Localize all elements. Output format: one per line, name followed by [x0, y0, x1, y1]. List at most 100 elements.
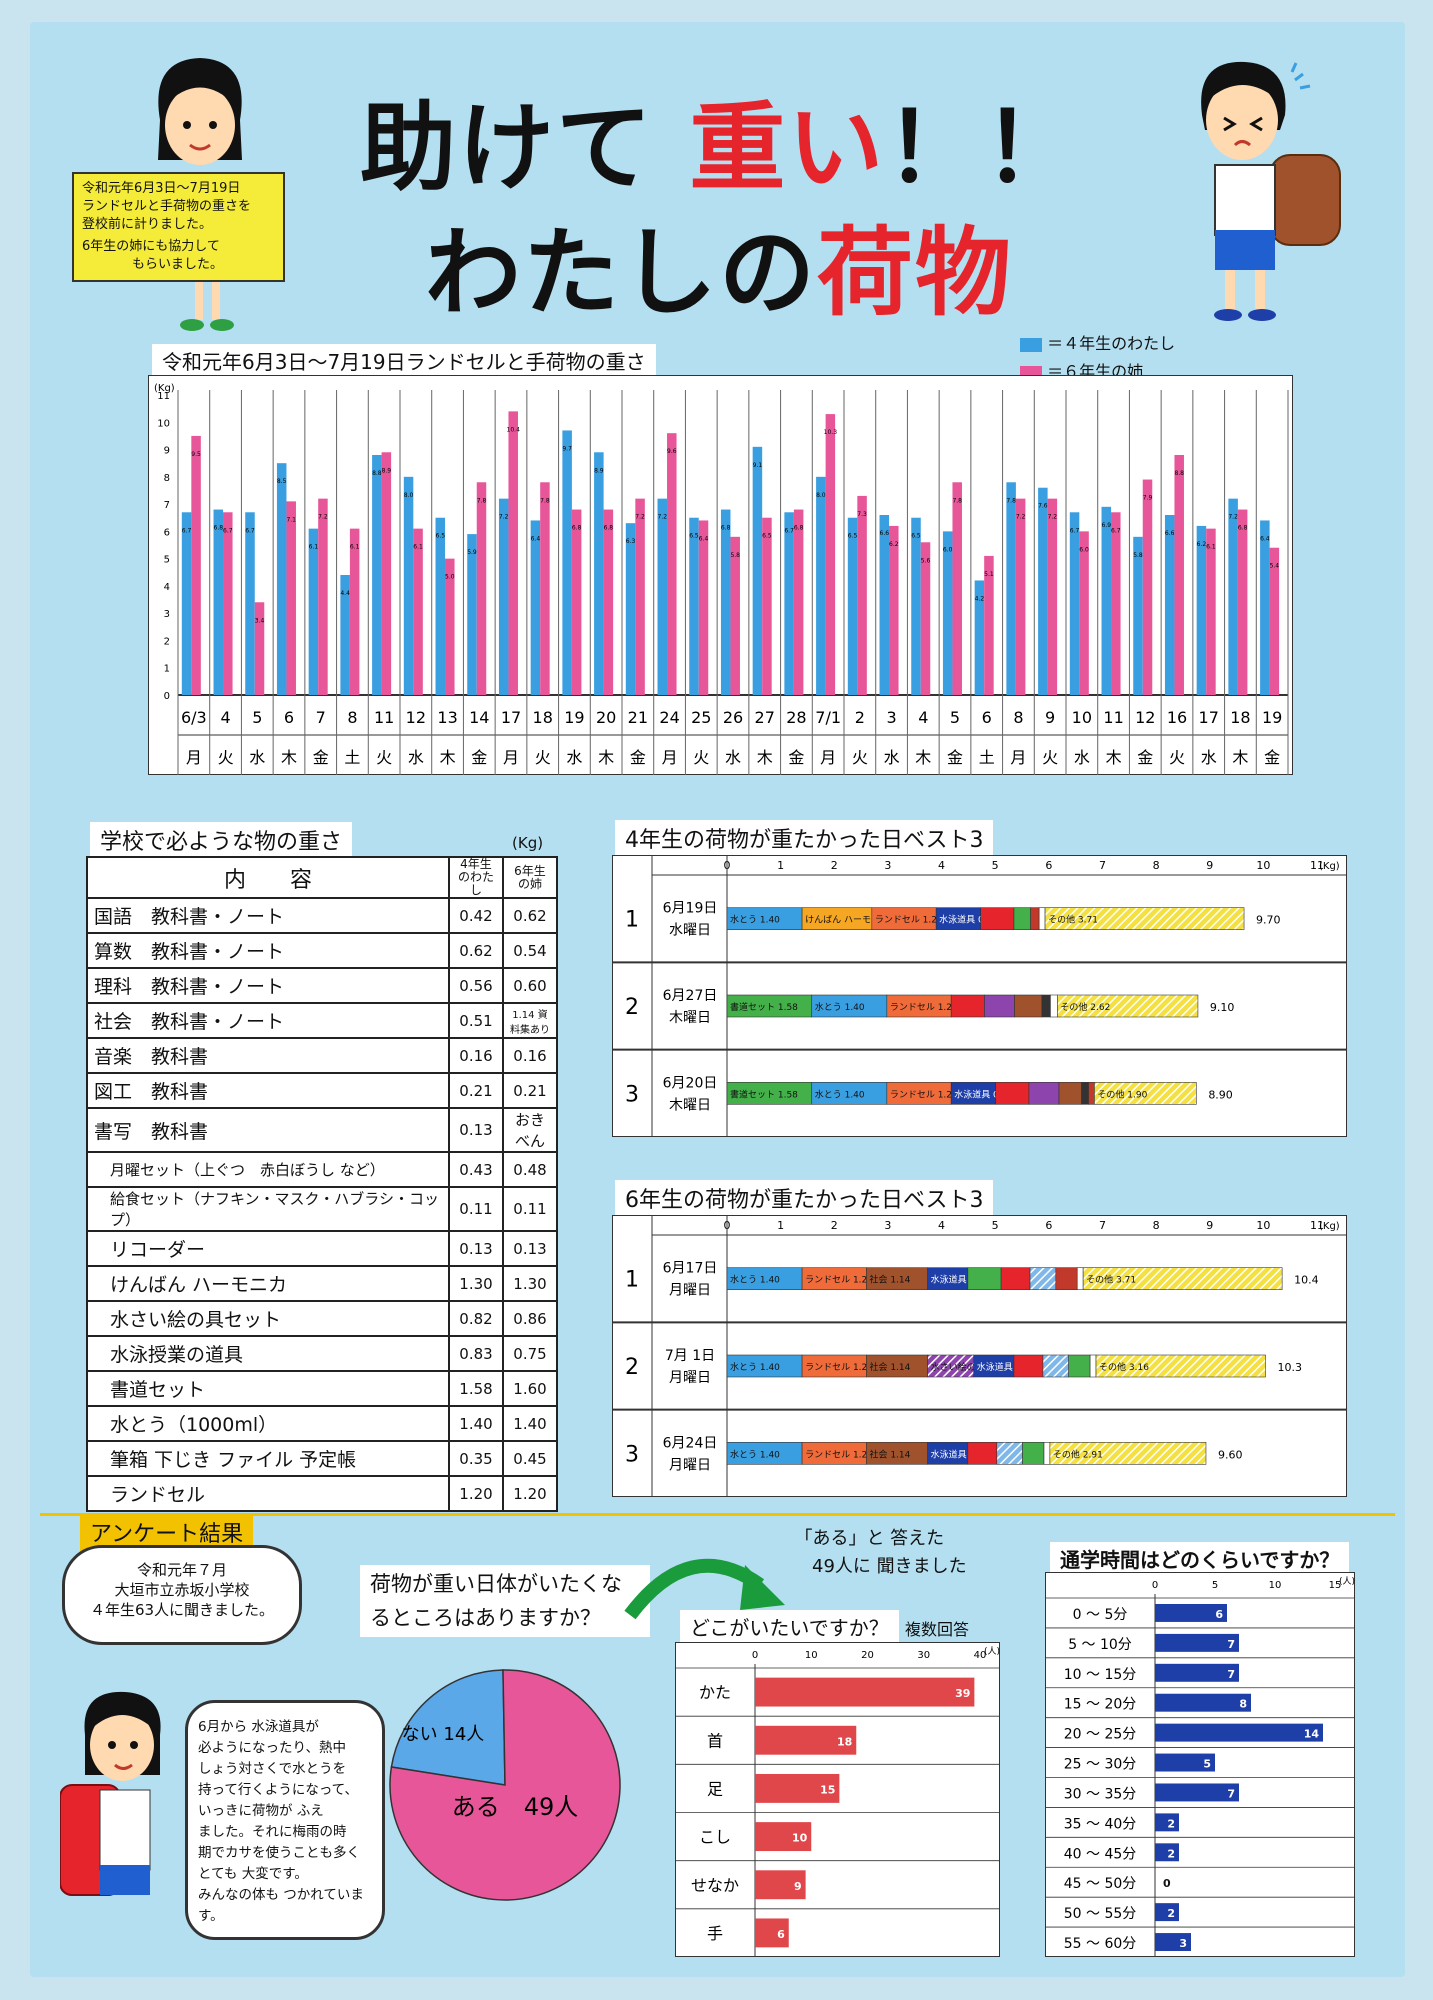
bar-value-label: 7 — [1227, 1668, 1235, 1681]
best3-4th-grade-chart: (Kg)0123456789101116月19日水曜日水とう 1.40けんばん … — [612, 855, 1347, 1137]
bar-sister — [540, 482, 550, 695]
item-name-cell: 国語 教科書・ノート — [86, 897, 450, 934]
x-axis-unit: (Kg) — [1319, 861, 1340, 872]
col-header-content: 内 容 — [86, 856, 450, 899]
x-date-label: 4 — [918, 708, 928, 727]
segment-label: ランドセル 1.20 — [805, 1449, 873, 1460]
table-row: 社会 教科書・ノート 0.51 1.14 資料集あり — [86, 1002, 558, 1039]
x-weekday-label: 木 — [915, 748, 931, 767]
y-tick-label: 6 — [164, 527, 170, 538]
bar-value-label-me: 6.4 — [1260, 535, 1270, 542]
bar-me — [974, 580, 985, 695]
stacked-segment — [967, 1442, 998, 1465]
bar-value-label-me: 6.5 — [689, 533, 699, 540]
stacked-segment — [950, 994, 985, 1018]
stacked-segment — [1081, 1082, 1089, 1105]
category-label: 5 ～ 10分 — [1068, 1637, 1132, 1653]
pain-pie-chart: ある 49人 ない 14人 — [389, 1669, 621, 1901]
comment-bubble: 6月から 水泳道具が 必ようになったり、熱中 しょう対さくで水とうを 持って行くよう… — [185, 1700, 385, 1940]
x-weekday-label: 水 — [1201, 748, 1217, 767]
rank-label: 1 — [625, 908, 639, 933]
x-date-label: 24 — [659, 708, 679, 727]
bar-value-label-sister: 6.5 — [762, 533, 772, 540]
x-axis-unit: (人) — [1339, 1576, 1355, 1587]
bar-value-label-sister: 6.0 — [1079, 546, 1089, 553]
bar — [1155, 1633, 1239, 1652]
x-weekday-label: 水 — [725, 748, 741, 767]
x-date-label: 27 — [755, 708, 775, 727]
stacked-segment — [1029, 1267, 1057, 1290]
x-tick-label: 3 — [884, 1219, 891, 1232]
bar-value-label: 39 — [955, 1687, 970, 1700]
x-tick-label: 7 — [1099, 1219, 1106, 1232]
bar-value-label-sister: 5.6 — [921, 557, 931, 564]
sister-weight-cell: 0.11 — [502, 1186, 558, 1232]
bar-value-label-sister: 8.8 — [1174, 470, 1184, 477]
item-name-cell: 給食セット（ナフキン・マスク・ハブラシ・コップ） — [86, 1186, 450, 1232]
x-tick-label: 6 — [1045, 1219, 1052, 1232]
x-tick-label: 1 — [777, 859, 784, 872]
row-date-label: 6月19日 — [663, 901, 718, 917]
x-weekday-label: 火 — [535, 748, 551, 767]
x-weekday-label: 火 — [1042, 748, 1058, 767]
bar-me — [689, 517, 699, 695]
bar-sister — [667, 433, 677, 695]
bar-me — [1133, 536, 1143, 695]
bar-me — [942, 531, 953, 695]
bar-value-label-sister: 3.4 — [255, 617, 265, 624]
bar-value-label-me: 6.6 — [1165, 530, 1175, 537]
bar-value-label-sister: 10.4 — [507, 426, 521, 433]
bar-value-label-sister: 7.2 — [635, 514, 645, 521]
bar-value-label-sister: 6.8 — [572, 525, 582, 532]
row-day-label: 水曜日 — [669, 923, 711, 939]
item-name-cell: 社会 教科書・ノート — [86, 1002, 450, 1039]
bar-sister — [920, 542, 931, 695]
x-weekday-label: 金 — [788, 748, 804, 767]
bar-me — [403, 476, 414, 695]
bar-me — [657, 498, 668, 695]
y-axis-unit: (Kg) — [154, 383, 175, 394]
survey-info-bubble: 令和元年７月 大垣市立赤坂小学校 ４年生63人に聞きました。 — [62, 1545, 302, 1645]
bar-value-label: 10 — [792, 1832, 808, 1845]
bar-value-label-me: 4.2 — [975, 595, 985, 602]
items-table-unit: (Kg) — [512, 834, 544, 852]
bar-value-label-me: 8.5 — [277, 478, 287, 485]
pie-slice-no — [390, 1669, 506, 1786]
bar-value-label: 7 — [1227, 1787, 1235, 1800]
bar-me — [911, 517, 921, 695]
x-tick-label: 4 — [938, 1219, 945, 1232]
bar-value-label-me: 6.8 — [721, 525, 731, 532]
x-date-label: 8 — [347, 708, 357, 727]
bar-me — [245, 512, 255, 695]
bar-sister — [952, 482, 962, 695]
bar-me — [594, 452, 604, 695]
x-axis-unit: (人) — [984, 1646, 1000, 1657]
bar-me — [1101, 506, 1112, 695]
x-date-label: 26 — [723, 708, 743, 727]
x-date-label: 7/1 — [815, 708, 841, 727]
me-weight-cell: 1.40 — [448, 1405, 504, 1442]
bar-me — [181, 512, 192, 695]
segment-label: 水とう 1.40 — [730, 914, 780, 926]
x-tick-label: 11 — [1310, 859, 1324, 872]
x-weekday-label: 月 — [503, 748, 519, 767]
bar-value-label-sister: 6.2 — [889, 541, 899, 548]
bar-me — [847, 517, 858, 695]
bar-value-label-sister: 8.9 — [382, 467, 392, 474]
bar-value-label-me: 7.2 — [658, 514, 668, 521]
bar — [1155, 1813, 1179, 1832]
x-weekday-label: 土 — [979, 748, 995, 767]
table-row: リコーダー 0.13 0.13 — [86, 1230, 558, 1267]
bar-value-label-sister: 7.2 — [1048, 514, 1058, 521]
sister-weight-cell: 0.45 — [502, 1440, 558, 1477]
x-weekday-label: 木 — [757, 748, 773, 767]
x-tick-label: 9 — [1206, 859, 1213, 872]
items-table-title: 学校で必ような物の重さ — [90, 822, 353, 858]
segment-label: 水とう 1.40 — [815, 1001, 865, 1013]
me-weight-cell: 0.43 — [448, 1151, 504, 1188]
sister-weight-cell: 1.40 — [502, 1405, 558, 1442]
row-day-label: 月曜日 — [669, 1457, 711, 1473]
bar-sister — [635, 498, 645, 695]
bar-sister — [984, 555, 994, 695]
x-weekday-label: 火 — [218, 748, 234, 767]
